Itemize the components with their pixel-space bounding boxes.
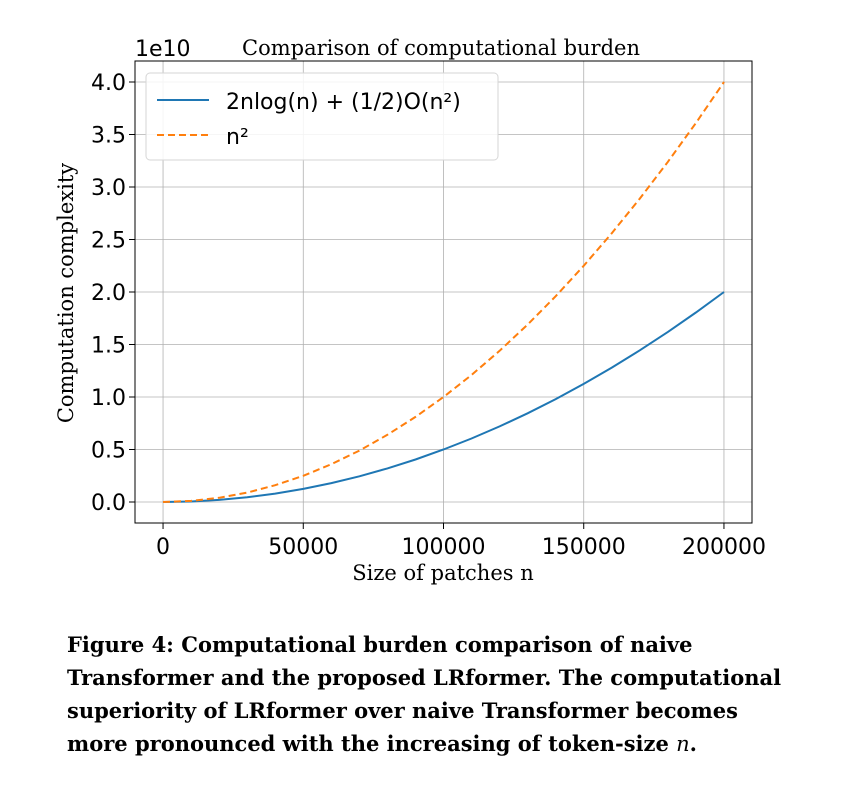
caption-variable: n (676, 732, 690, 756)
x-tick-label: 100000 (402, 535, 486, 560)
y-tick-label: 0.5 (91, 439, 126, 464)
legend-label-1: 2nlog(n) + (1/2)O(n²) (226, 90, 461, 115)
x-tick-label: 50000 (268, 535, 338, 560)
legend: 2nlog(n) + (1/2)O(n²) n² (145, 72, 499, 161)
figure-caption: Figure 4: Computational burden compariso… (67, 628, 797, 761)
series-line-1 (162, 291, 725, 503)
y-tick-label: 3.5 (91, 124, 126, 149)
x-tick-label: 200000 (682, 535, 766, 560)
series-line-2 (162, 81, 725, 503)
x-ticks: 0 50000 100000 150000 200000 (156, 523, 766, 560)
y-tick-label: 2.5 (91, 229, 126, 254)
x-axis-label: Size of patches n (352, 561, 533, 585)
y-tick-label: 1.0 (91, 386, 126, 411)
y-tick-label: 3.0 (91, 176, 126, 201)
y-tick-label: 2.0 (91, 281, 126, 306)
y-tick-label: 0.0 (91, 491, 126, 516)
y-offset-label: 1e10 (135, 37, 191, 62)
caption-label: Figure 4: (67, 632, 174, 657)
chart: 0 50000 100000 150000 200000 0.0 0.5 1.0 1.5 2.0… (54, 36, 766, 585)
chart-title: Comparison of computational burden (242, 36, 640, 60)
y-axis-label: Computation complexity (54, 163, 78, 423)
legend-box (145, 72, 499, 161)
y-ticks: 0.0 0.5 1.0 1.5 2.0 2.5 3.0 3.5 4.0 (91, 71, 135, 516)
x-tick-label: 150000 (542, 535, 626, 560)
y-tick-label: 4.0 (91, 71, 126, 96)
caption-text: Computational burden comparison of naive… (67, 632, 782, 756)
legend-label-2: n² (226, 125, 249, 150)
y-tick-label: 1.5 (91, 334, 126, 359)
x-tick-label: 0 (156, 535, 170, 560)
caption-end: . (689, 731, 697, 756)
series-layer (162, 81, 725, 503)
